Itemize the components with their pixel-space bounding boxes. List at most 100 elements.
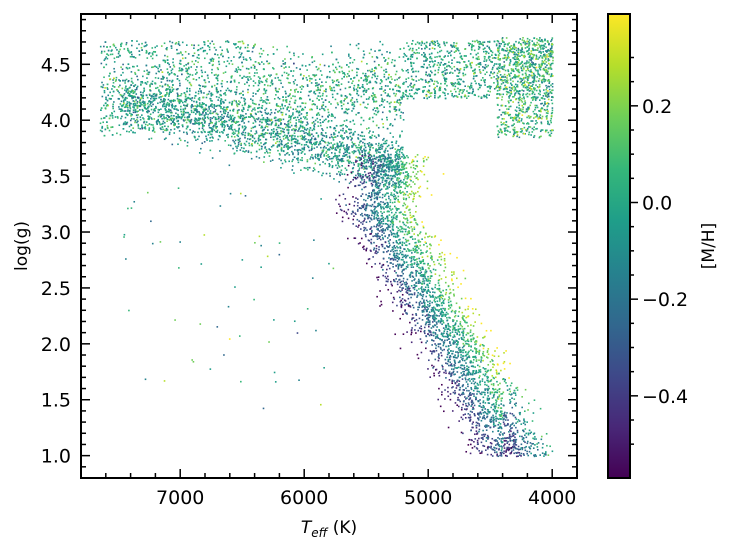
star-point — [248, 104, 250, 107]
star-point — [545, 46, 547, 49]
star-point — [198, 114, 201, 116]
star-point — [282, 99, 285, 101]
star-point — [300, 117, 302, 120]
star-point — [548, 59, 551, 62]
star-point — [331, 51, 333, 54]
star-point — [349, 86, 351, 88]
star-point — [202, 112, 204, 114]
star-point — [186, 68, 189, 70]
star-point — [288, 51, 291, 54]
star-point — [527, 82, 530, 84]
star-point — [281, 114, 284, 116]
star-point — [487, 64, 489, 67]
star-point — [389, 132, 392, 134]
star-point — [411, 53, 414, 56]
star-point — [396, 101, 398, 104]
star-point — [523, 68, 525, 70]
star-point — [338, 71, 341, 73]
star-point — [222, 100, 224, 103]
star-point — [304, 106, 306, 109]
star-point — [232, 139, 234, 142]
star-point — [287, 142, 289, 144]
star-point — [279, 138, 282, 141]
star-point — [160, 78, 163, 80]
star-point — [280, 130, 283, 133]
star-point — [438, 43, 441, 46]
star-point — [223, 61, 226, 63]
star-point — [446, 41, 448, 44]
star-point — [324, 162, 327, 165]
star-point — [462, 60, 465, 63]
star-point — [550, 68, 553, 70]
star-point — [184, 139, 186, 142]
star-point — [386, 100, 389, 103]
star-point — [532, 47, 534, 50]
star-point — [389, 51, 391, 54]
star-point — [336, 92, 339, 95]
star-point — [238, 68, 240, 71]
star-point — [236, 104, 238, 106]
star-point — [373, 70, 376, 72]
star-point — [456, 68, 459, 71]
star-point — [515, 47, 517, 49]
star-point — [111, 94, 114, 97]
star-point — [507, 54, 509, 56]
star-point — [332, 137, 334, 139]
star-point — [129, 55, 132, 58]
star-point — [502, 81, 505, 84]
star-point — [453, 42, 455, 44]
star-point — [195, 91, 197, 94]
star-point — [198, 105, 201, 108]
star-point — [292, 108, 295, 111]
star-point — [297, 130, 299, 132]
star-point — [247, 68, 250, 70]
star-point — [290, 136, 293, 138]
star-point — [541, 56, 544, 59]
star-point — [270, 74, 272, 76]
star-point — [545, 112, 548, 114]
star-point — [528, 126, 530, 128]
star-point — [489, 48, 491, 51]
star-point — [292, 152, 294, 154]
star-point — [547, 85, 549, 88]
star-point — [311, 78, 313, 80]
star-point — [497, 77, 499, 80]
star-point — [437, 69, 440, 71]
star-point — [506, 88, 509, 90]
star-point — [538, 51, 540, 53]
star-point — [119, 110, 122, 113]
star-point — [165, 111, 167, 114]
star-point — [518, 98, 520, 100]
star-point — [518, 74, 520, 77]
star-point — [188, 66, 190, 69]
star-point — [521, 114, 524, 116]
star-point — [405, 55, 408, 57]
star-point — [539, 135, 541, 138]
star-point — [284, 90, 287, 93]
star-point — [451, 72, 454, 74]
star-point — [335, 124, 338, 127]
star-point — [514, 109, 517, 112]
star-point — [512, 96, 514, 98]
star-point — [258, 63, 261, 66]
star-point — [398, 109, 401, 112]
star-point — [170, 114, 173, 117]
star-point — [520, 49, 522, 52]
star-point — [451, 46, 454, 48]
star-point — [238, 51, 241, 54]
star-point — [488, 46, 490, 49]
star-point — [505, 121, 508, 123]
star-point — [504, 84, 506, 87]
star-point — [293, 52, 295, 55]
star-point — [440, 49, 443, 52]
star-point — [516, 85, 519, 88]
star-point — [325, 172, 328, 175]
star-point — [395, 140, 398, 143]
star-point — [402, 83, 405, 85]
star-point — [183, 65, 185, 67]
star-point — [526, 110, 528, 113]
star-point — [178, 44, 181, 47]
star-point — [236, 86, 238, 88]
star-point — [321, 105, 323, 108]
star-point — [322, 92, 324, 95]
